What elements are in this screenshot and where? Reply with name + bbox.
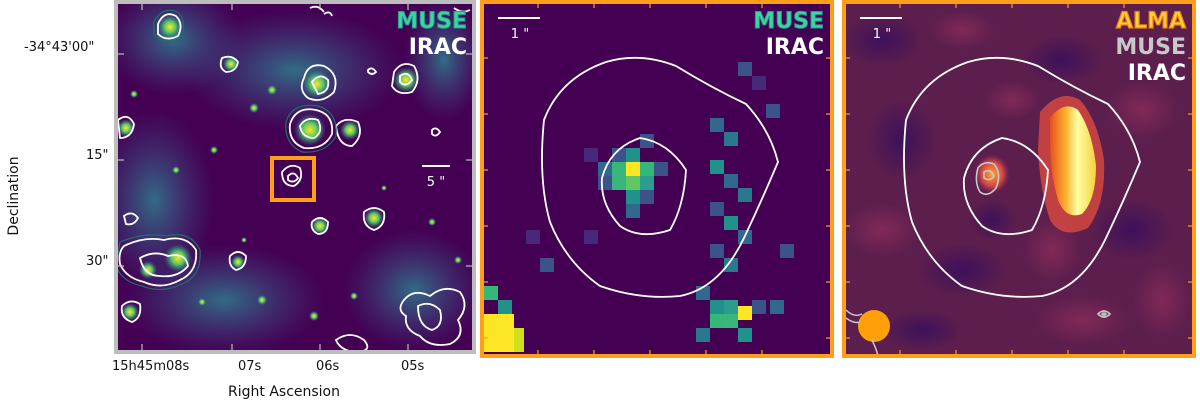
middle-panel: 1 " MUSE IRAC bbox=[480, 0, 834, 358]
legend-muse: MUSE bbox=[753, 9, 824, 34]
zoom-region-box bbox=[270, 156, 316, 202]
left-panel-border bbox=[114, 0, 476, 354]
muse-contours bbox=[975, 161, 1112, 318]
right-panel: 1 " ALMA MUSE IRAC bbox=[842, 0, 1196, 358]
dec-tick-label: 30" bbox=[86, 254, 109, 269]
source bbox=[130, 90, 138, 98]
diffuse-emission bbox=[404, 0, 476, 120]
source bbox=[241, 237, 247, 243]
legend-irac: IRAC bbox=[1128, 61, 1186, 86]
diffuse-emission bbox=[344, 230, 476, 350]
source bbox=[309, 311, 319, 321]
dec-tick-label: 15" bbox=[86, 148, 109, 163]
source bbox=[158, 15, 182, 39]
source bbox=[381, 185, 387, 191]
source bbox=[393, 67, 419, 93]
muse-pixels bbox=[484, 62, 794, 352]
legend-irac: IRAC bbox=[766, 35, 824, 60]
scalebar-label: 1 " bbox=[873, 27, 891, 42]
source bbox=[454, 256, 462, 264]
source bbox=[249, 103, 259, 113]
source bbox=[198, 298, 206, 306]
dec-tick-label: -34°43'00" bbox=[24, 40, 95, 55]
y-axis-label: Declination bbox=[6, 156, 22, 236]
diffuse-emission bbox=[114, 110, 214, 290]
muse-contours bbox=[115, 9, 337, 291]
source bbox=[350, 292, 358, 300]
irac-contours bbox=[541, 56, 779, 298]
source bbox=[311, 217, 329, 235]
source bbox=[428, 218, 436, 226]
source bbox=[231, 255, 245, 269]
legend-irac: IRAC bbox=[409, 35, 467, 60]
scalebar-label: 5 " bbox=[427, 175, 445, 190]
source bbox=[164, 244, 192, 272]
middle-panel-border bbox=[480, 0, 834, 358]
source bbox=[121, 303, 139, 321]
irac-contours bbox=[117, 5, 471, 353]
legend-alma: ALMA bbox=[1116, 9, 1186, 34]
alma-bright-core bbox=[1050, 106, 1096, 216]
source bbox=[257, 295, 267, 305]
source bbox=[172, 166, 180, 174]
legend-muse: MUSE bbox=[396, 9, 467, 34]
source bbox=[210, 146, 218, 154]
left-panel: 5 " MUSE IRAC bbox=[114, 0, 476, 354]
ra-tick-label: 07s bbox=[238, 359, 262, 374]
alma-beam bbox=[858, 310, 890, 342]
scalebar-label: 1 " bbox=[511, 27, 529, 42]
legend-muse: MUSE bbox=[1115, 35, 1186, 60]
diffuse-emission bbox=[184, 10, 404, 130]
ra-tick-label: 05s bbox=[401, 359, 425, 374]
ra-tick-label: 06s bbox=[316, 359, 340, 374]
source bbox=[267, 85, 277, 95]
irac-contours bbox=[903, 56, 1141, 298]
diffuse-emission bbox=[124, 245, 324, 354]
right-panel-border bbox=[842, 0, 1196, 358]
source bbox=[364, 208, 384, 228]
x-axis-label: Right Ascension bbox=[228, 384, 340, 400]
ra-tick-label: 15h45m08s bbox=[112, 359, 190, 374]
alma-noise bbox=[842, 10, 1192, 350]
source bbox=[340, 120, 360, 140]
